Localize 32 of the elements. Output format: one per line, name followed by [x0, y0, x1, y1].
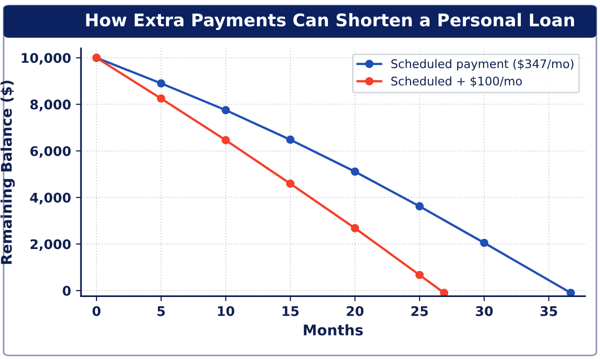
- y-tick-label: 6,000: [30, 146, 71, 158]
- point: [350, 167, 360, 176]
- x-tick-label: 5: [158, 306, 165, 316]
- x-tick-label: 20: [346, 306, 364, 316]
- point: [350, 224, 360, 232]
- point: [222, 136, 230, 144]
- chart-title: How Extra Payments Can Shorten a Personal Loan: [86, 13, 574, 30]
- x-tick-label: 30: [476, 306, 493, 316]
- y-tick-label: 4,000: [30, 192, 71, 204]
- y-axis-title: Remaining Balance ($): [0, 80, 15, 264]
- point: [480, 238, 488, 248]
- x-tick-label: 0: [92, 306, 100, 316]
- point: [286, 136, 295, 144]
- y-tick-label: 2,000: [30, 239, 71, 251]
- point: [415, 202, 424, 210]
- y-tick-label: 10,000: [22, 53, 71, 65]
- point: [415, 270, 424, 280]
- y-tick-label: 0: [62, 286, 71, 296]
- legend-label: Scheduled payment ($347/mo): [391, 59, 574, 71]
- x-tick-label: 35: [540, 306, 558, 316]
- x-axis-title: Months: [304, 324, 363, 336]
- point: [286, 180, 295, 188]
- point: [440, 288, 448, 296]
- point: [156, 79, 166, 88]
- point: [222, 106, 230, 114]
- point: [156, 94, 166, 103]
- x-tick-label: 15: [282, 306, 299, 316]
- point: [566, 288, 575, 296]
- x-tick-label: 25: [411, 306, 428, 316]
- y-tick-label: 8,000: [30, 100, 71, 112]
- x-tick-label: 10: [218, 306, 234, 316]
- legend-label: Scheduled + $100/mo: [391, 76, 522, 88]
